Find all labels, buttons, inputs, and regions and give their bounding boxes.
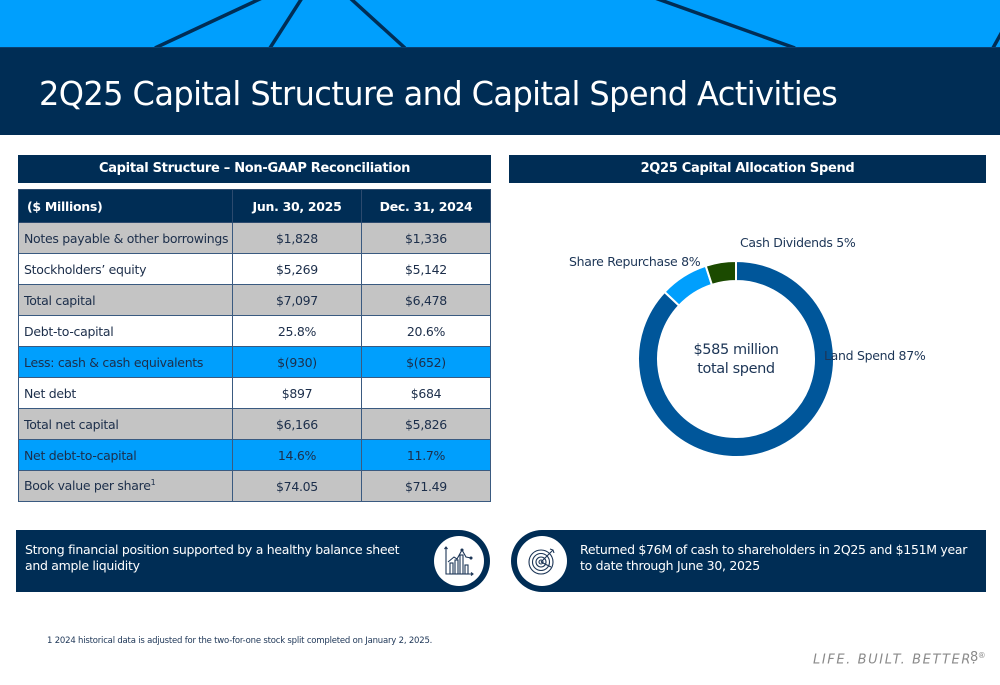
row-label: Book value per share1 bbox=[18, 470, 233, 502]
row-label-text: Total capital bbox=[24, 292, 96, 308]
row-label-text: Notes payable & other borrowings bbox=[24, 230, 229, 246]
label-share-repurchase: Share Repurchase 8% bbox=[569, 254, 701, 269]
row-label: Net debt-to-capital bbox=[18, 439, 233, 471]
row-label: Net debt bbox=[18, 377, 233, 409]
tagline-text: LIFE. BUILT. BETTER. bbox=[813, 652, 978, 668]
column-header-millions: ($ Millions) bbox=[18, 189, 233, 223]
cell-dec-2024: $1,336 bbox=[361, 222, 491, 254]
cell-dec-2024: $6,478 bbox=[361, 284, 491, 316]
chart-growth-icon bbox=[434, 536, 484, 586]
row-label-text: Total net capital bbox=[24, 416, 119, 432]
cell-jun-2025: $74.05 bbox=[232, 470, 362, 502]
decorative-banner bbox=[0, 0, 1000, 48]
donut-slice-cash-dividends bbox=[704, 259, 737, 287]
cell-jun-2025: $5,269 bbox=[232, 253, 362, 285]
cell-dec-2024: 11.7% bbox=[361, 439, 491, 471]
cell-jun-2025: 25.8% bbox=[232, 315, 362, 347]
target-icon bbox=[517, 536, 567, 586]
callout-financial-position: Strong financial position supported by a… bbox=[16, 530, 490, 592]
row-label: Debt-to-capital bbox=[18, 315, 233, 347]
cell-dec-2024: $5,142 bbox=[361, 253, 491, 285]
table-row: Debt-to-capital 25.8% 20.6% bbox=[18, 315, 491, 347]
donut-slice-share-repurchase bbox=[663, 264, 714, 308]
label-land-spend: Land Spend 87% bbox=[824, 348, 926, 363]
row-label-text: Stockholders’ equity bbox=[24, 261, 147, 277]
page-title: 2Q25 Capital Structure and Capital Spend… bbox=[39, 74, 838, 113]
table-row: Total net capital $6,166 $5,826 bbox=[18, 408, 491, 440]
row-label-text: Debt-to-capital bbox=[24, 323, 114, 339]
table-header-row: ($ Millions) Jun. 30, 2025 Dec. 31, 2024 bbox=[18, 189, 491, 223]
column-header-dec-2024: Dec. 31, 2024 bbox=[361, 189, 491, 223]
cell-jun-2025: 14.6% bbox=[232, 439, 362, 471]
cell-jun-2025: $6,166 bbox=[232, 408, 362, 440]
decorative-lines bbox=[154, 0, 1000, 48]
table-row: Book value per share1 $74.05 $71.49 bbox=[18, 470, 491, 502]
row-label: Total capital bbox=[18, 284, 233, 316]
row-label: Less: cash & cash equivalents bbox=[18, 346, 233, 378]
trademark-symbol: ® bbox=[977, 651, 988, 660]
table-row: Notes payable & other borrowings $1,828 $1… bbox=[18, 222, 491, 254]
cell-dec-2024: $(652) bbox=[361, 346, 491, 378]
row-label: Stockholders’ equity bbox=[18, 253, 233, 285]
title-bar: 2Q25 Capital Structure and Capital Spend… bbox=[0, 47, 1000, 135]
table-row: Stockholders’ equity $5,269 $5,142 bbox=[18, 253, 491, 285]
cell-jun-2025: $1,828 bbox=[232, 222, 362, 254]
cell-jun-2025: $7,097 bbox=[232, 284, 362, 316]
cell-dec-2024: $684 bbox=[361, 377, 491, 409]
row-label-text: Net debt-to-capital bbox=[24, 447, 137, 463]
capital-structure-table: ($ Millions) Jun. 30, 2025 Dec. 31, 2024… bbox=[18, 189, 491, 502]
label-cash-dividends: Cash Dividends 5% bbox=[740, 235, 856, 250]
row-label-text: Net debt bbox=[24, 385, 76, 401]
row-label: Notes payable & other borrowings bbox=[18, 222, 233, 254]
table-row: Net debt $897 $684 bbox=[18, 377, 491, 409]
cell-dec-2024: 20.6% bbox=[361, 315, 491, 347]
cell-jun-2025: $(930) bbox=[232, 346, 362, 378]
column-header-jun-2025: Jun. 30, 2025 bbox=[232, 189, 362, 223]
center-label-amount: $585 million bbox=[693, 342, 779, 358]
row-label: Total net capital bbox=[18, 408, 233, 440]
capital-structure-header: Capital Structure – Non-GAAP Reconciliat… bbox=[18, 155, 491, 183]
footnote-ref: 1 bbox=[150, 478, 156, 488]
brand-tagline: LIFE. BUILT. BETTER.® bbox=[813, 651, 987, 667]
cell-dec-2024: $71.49 bbox=[361, 470, 491, 502]
center-label-caption: total spend bbox=[697, 361, 775, 377]
callout-left-text: Strong financial position supported by a… bbox=[25, 542, 400, 573]
cell-dec-2024: $5,826 bbox=[361, 408, 491, 440]
row-label-text: Book value per share bbox=[24, 478, 151, 494]
callout-right-text: Returned $76M of cash to shareholders in… bbox=[580, 542, 968, 573]
capital-allocation-header: 2Q25 Capital Allocation Spend bbox=[509, 155, 986, 183]
donut-chart bbox=[637, 259, 835, 458]
footnote: 1 2024 historical data is adjusted for t… bbox=[47, 636, 433, 646]
capital-allocation-chart: Cash Dividends 5% Share Repurchase 8% La… bbox=[509, 185, 986, 515]
table-row: Less: cash & cash equivalents $(930) $(652… bbox=[18, 346, 491, 378]
table-row: Total capital $7,097 $6,478 bbox=[18, 284, 491, 316]
donut-center-label: $585 million total spend bbox=[666, 341, 806, 379]
table-row: Net debt-to-capital 14.6% 11.7% bbox=[18, 439, 491, 471]
page-number: 8 bbox=[970, 650, 979, 665]
callout-cash-returned: Returned $76M of cash to shareholders in… bbox=[511, 530, 986, 592]
cell-jun-2025: $897 bbox=[232, 377, 362, 409]
donut-slice-land-spend bbox=[637, 259, 835, 458]
row-label-text: Less: cash & cash equivalents bbox=[24, 354, 204, 370]
